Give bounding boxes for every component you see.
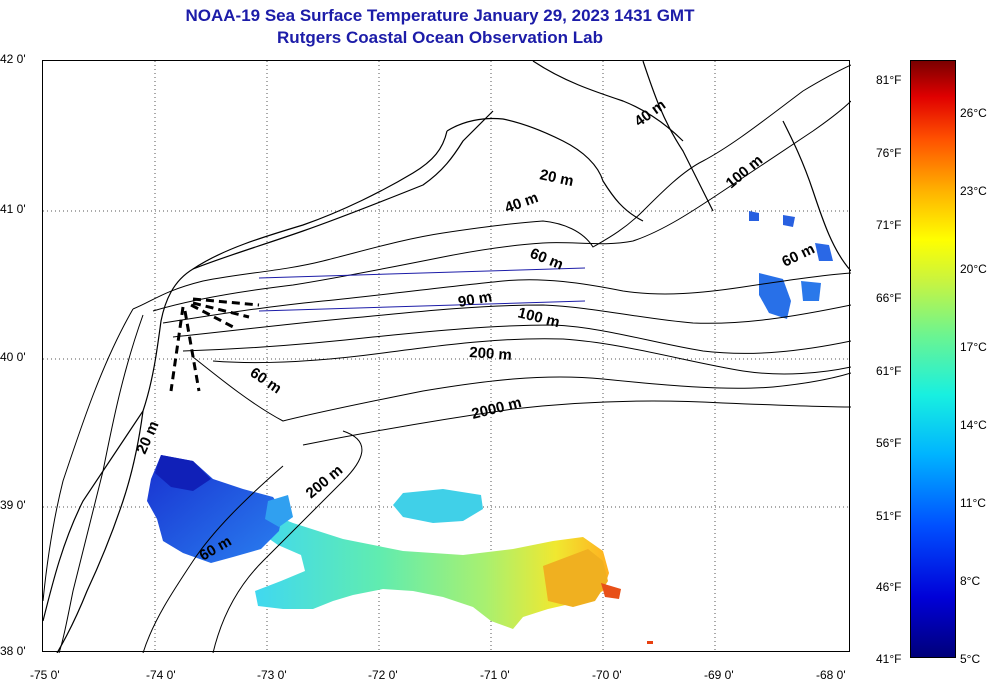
colorbar-f-label: 81°F xyxy=(876,73,902,87)
warm-core xyxy=(543,549,608,607)
colorbar-c-label: 20°C xyxy=(960,262,987,276)
colorbar-c-label: 5°C xyxy=(960,652,981,666)
lon-tick-label: -74 0' xyxy=(146,668,176,682)
ne-patch-5 xyxy=(783,215,795,227)
contour-label: 20 m xyxy=(133,418,162,456)
lon-tick-label: -75 0' xyxy=(30,668,60,682)
ne-patch xyxy=(759,273,791,319)
contour-label: 90 m xyxy=(457,288,494,311)
ne-patch-2 xyxy=(801,281,821,301)
lat-tick-label: 39 0' xyxy=(0,498,26,512)
colorbar-f-label: 71°F xyxy=(876,218,902,232)
cold-patch-dark xyxy=(155,455,211,491)
lat-tick-label: 41 0' xyxy=(0,202,26,216)
lat-tick-label: 40 0' xyxy=(0,350,26,364)
sst-patches xyxy=(147,211,833,644)
patch-upper xyxy=(393,489,483,523)
colorbar-c-label: 23°C xyxy=(960,184,987,198)
colorbar-c-label: 14°C xyxy=(960,418,987,432)
isobaths xyxy=(42,64,852,654)
lon-tick-label: -68 0' xyxy=(816,668,846,682)
lon-tick-label: -70 0' xyxy=(592,668,622,682)
contour-label: 40 m xyxy=(503,189,541,217)
contour-label: 200 m xyxy=(469,344,513,364)
colorbar-c-label: 11°C xyxy=(960,496,986,510)
colorbar-f-label: 76°F xyxy=(876,146,902,160)
colorbar-f-label: 61°F xyxy=(876,364,902,378)
contour-label: 2000 m xyxy=(470,394,523,423)
colorbar-f-label: 66°F xyxy=(876,291,902,305)
contour-label: 200 m xyxy=(303,462,347,502)
map-title: NOAA-19 Sea Surface Temperature January … xyxy=(185,6,695,25)
coastline xyxy=(42,60,852,654)
map-subtitle: Rutgers Coastal Ocean Observation Lab xyxy=(277,28,603,47)
map-panel: 20 m 40 m 40 m 100 m 60 m 60 m 90 m 100 … xyxy=(42,60,852,654)
lon-tick-label: -69 0' xyxy=(704,668,734,682)
shelf-patch xyxy=(265,495,293,527)
lon-tick-label: -73 0' xyxy=(257,668,287,682)
temperature-colorbar xyxy=(910,60,956,658)
warm-plume xyxy=(255,511,609,629)
lat-tick-label: 42 0' xyxy=(0,52,26,66)
ne-patch-3 xyxy=(815,243,833,261)
colorbar-c-label: 8°C xyxy=(960,574,981,588)
contour-label: 60 m xyxy=(779,240,817,270)
colorbar-f-label: 41°F xyxy=(876,652,902,666)
colorbar-f-label: 46°F xyxy=(876,580,902,594)
map-svg: 20 m 40 m 40 m 100 m 60 m 60 m 90 m 100 … xyxy=(42,60,852,654)
warm-tip xyxy=(601,583,621,599)
contour-label: 100 m xyxy=(723,152,767,192)
lon-tick-label: -72 0' xyxy=(368,668,398,682)
colorbar-c-label: 26°C xyxy=(960,106,987,120)
shipping-lanes xyxy=(169,297,260,392)
contour-label: 60 m xyxy=(247,364,285,397)
contour-label: 40 m xyxy=(631,96,669,130)
colorbar-f-label: 56°F xyxy=(876,436,902,450)
lon-tick-label: -71 0' xyxy=(480,668,510,682)
contour-label: 100 m xyxy=(516,304,561,331)
colorbar-c-label: 17°C xyxy=(960,340,987,354)
ne-patch-4 xyxy=(749,211,759,221)
colorbar-f-label: 51°F xyxy=(876,509,902,523)
transects xyxy=(258,267,586,312)
contour-label: 20 m xyxy=(538,166,575,190)
lat-tick-label: 38 0' xyxy=(0,644,26,658)
